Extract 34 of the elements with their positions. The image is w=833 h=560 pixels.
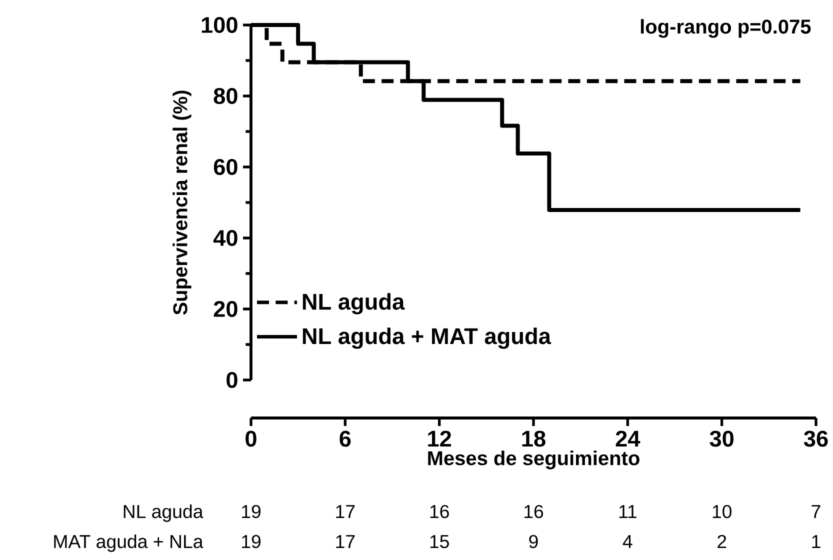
y-tick-label: 0 <box>226 372 238 388</box>
text: 16 <box>430 504 449 518</box>
x-tick-label: 36 <box>804 430 828 447</box>
legend-label: NL aguda + MAT aguda <box>302 328 552 349</box>
x-tick-label: 18 <box>522 430 546 447</box>
y-tick-label: 100 <box>202 16 238 34</box>
x-axis-title: Meses de seguimiento <box>428 450 640 470</box>
text: 2 <box>718 534 726 548</box>
x-tick-label: 12 <box>428 430 452 447</box>
text: 9 <box>529 534 538 548</box>
text: 7 <box>812 505 820 518</box>
text: 19 <box>242 534 260 548</box>
annotation: log-rango p=0.075 <box>640 19 811 38</box>
x-tick-label: 0 <box>246 430 256 447</box>
y-axis-title: Supervivencia renal (%) <box>172 90 192 315</box>
text: MAT aguda + NLa <box>54 534 204 552</box>
y-tick-label: 60 <box>214 158 238 176</box>
text: 16 <box>524 504 544 518</box>
x-tick-label: 6 <box>340 430 351 447</box>
x-tick-label: 24 <box>616 430 640 447</box>
y-tick-label: 40 <box>213 230 238 246</box>
text: 10 <box>712 504 732 518</box>
text: 15 <box>430 535 449 548</box>
text: 1 <box>812 535 820 548</box>
legend-label: NL aguda <box>302 293 405 314</box>
text: 19 <box>242 504 260 518</box>
text: 4 <box>622 535 632 548</box>
x-tick-label: 30 <box>710 430 734 447</box>
y-tick-label: 80 <box>214 88 238 104</box>
text: 17 <box>336 535 355 548</box>
text: NL aguda <box>124 504 204 522</box>
text: 17 <box>336 505 355 518</box>
text: 11 <box>619 505 636 518</box>
y-tick-label: 20 <box>214 300 238 318</box>
